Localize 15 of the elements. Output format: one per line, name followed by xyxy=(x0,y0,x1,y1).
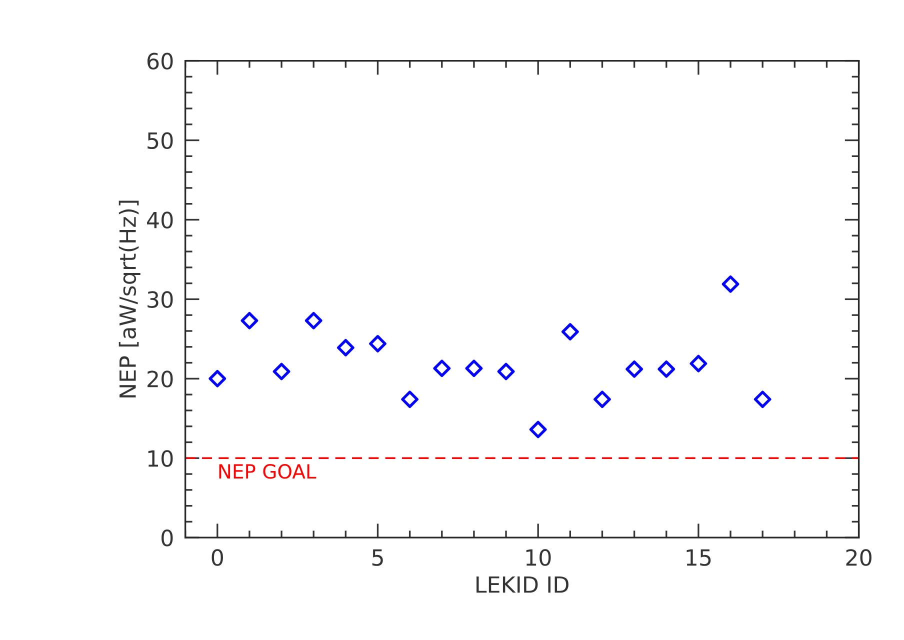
y-tick-label: 50 xyxy=(148,132,173,150)
y-tick-label: 60 xyxy=(147,52,173,70)
x-tick-label: 0 xyxy=(212,549,223,566)
x-tick-label: 20 xyxy=(846,549,872,566)
x-tick-label: 5 xyxy=(372,549,383,566)
y-axis-title: NEP [aW/sqrt(Hz)] xyxy=(118,200,140,398)
y-tick-label: 20 xyxy=(148,370,173,388)
y-tick-label: 30 xyxy=(148,291,173,308)
y-tick-label: 40 xyxy=(147,212,173,228)
x-tick-label: 15 xyxy=(686,549,711,566)
y-tick-label: 0 xyxy=(162,530,173,546)
ref-line-label: NEP GOAL xyxy=(219,464,316,479)
x-tick-label: 10 xyxy=(526,549,551,566)
y-tick-label: 10 xyxy=(148,450,173,467)
x-axis-title: LEKID ID xyxy=(476,576,568,593)
